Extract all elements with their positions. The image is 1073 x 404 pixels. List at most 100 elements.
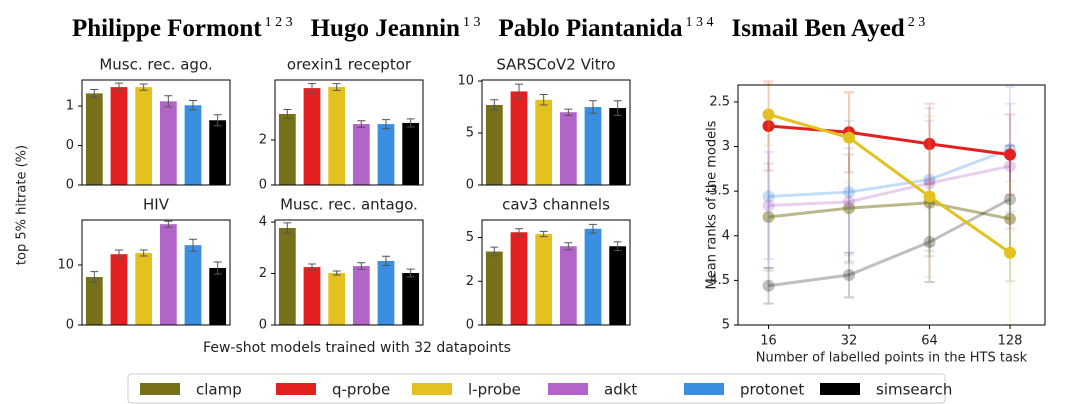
point xyxy=(1004,160,1017,173)
x-tick-label: 32 xyxy=(841,334,858,349)
panel-title: HIV xyxy=(143,196,170,214)
bar xyxy=(402,273,420,325)
point xyxy=(1004,193,1017,206)
y-tick-label: 5 xyxy=(466,126,474,141)
y-tick-label: 2.5 xyxy=(709,94,730,109)
y-tick-label: 10 xyxy=(457,74,474,89)
y-tick-label: 4.5 xyxy=(709,273,730,288)
error-bar xyxy=(515,83,523,100)
bar xyxy=(328,86,346,185)
error-bar xyxy=(564,108,573,116)
point xyxy=(843,186,856,199)
bar xyxy=(85,277,103,325)
y-tick-label: 0 xyxy=(66,138,74,153)
bar xyxy=(377,260,395,325)
error-bar xyxy=(539,94,548,106)
error-bar xyxy=(382,255,390,267)
series-line xyxy=(768,147,1011,199)
y-tick-label: 5 xyxy=(466,230,474,245)
bar xyxy=(559,112,577,185)
y-tick-label: 0 xyxy=(259,178,267,193)
error-bar xyxy=(115,249,123,259)
x-label: Few-shot models trained with 32 datapoin… xyxy=(203,340,511,356)
author-affiliations: 2 3 xyxy=(908,15,926,30)
error-bar xyxy=(844,119,855,265)
bar xyxy=(135,253,153,325)
legend-label: clamp xyxy=(196,381,242,399)
error-bar xyxy=(139,249,148,257)
y-tick-label: 5 xyxy=(722,318,730,333)
point xyxy=(923,177,936,190)
error-bar xyxy=(613,100,622,116)
bar xyxy=(377,124,395,185)
bar xyxy=(328,273,346,325)
axes-frame xyxy=(481,79,631,186)
y-tick-label: 0 xyxy=(66,318,74,333)
point xyxy=(923,190,936,203)
author-name: Hugo Jeannin xyxy=(311,15,460,42)
point xyxy=(843,269,856,282)
y-tick-label: 2 xyxy=(259,133,267,148)
point xyxy=(762,190,775,203)
point xyxy=(762,120,775,133)
x-tick-label: 128 xyxy=(998,334,1023,349)
bar xyxy=(485,104,503,185)
bar xyxy=(209,120,227,185)
series-line xyxy=(768,164,1011,207)
legend-label: simsearch xyxy=(876,381,952,399)
point xyxy=(843,195,856,208)
axes-frame xyxy=(481,219,631,326)
y-tick-label: 4 xyxy=(259,215,267,230)
error-bar xyxy=(589,100,597,114)
panel-title: Musc. rec. ago. xyxy=(99,56,212,74)
error-bar xyxy=(115,82,123,92)
error-bar xyxy=(589,223,597,234)
y-tick-label: 0 xyxy=(66,178,74,193)
point xyxy=(762,279,775,292)
error-bar xyxy=(924,107,935,252)
error-bar xyxy=(382,119,390,130)
error-bar xyxy=(844,251,855,299)
error-bar xyxy=(406,268,415,278)
error-bar xyxy=(490,246,499,257)
point xyxy=(1004,212,1017,225)
bar xyxy=(485,251,503,325)
bar xyxy=(110,87,128,185)
bar xyxy=(184,105,202,185)
bar xyxy=(584,107,602,185)
error-bar xyxy=(90,88,99,98)
point xyxy=(843,131,856,144)
point xyxy=(923,137,936,150)
bar xyxy=(535,234,553,325)
y-tick-label: 3 xyxy=(722,139,730,154)
error-bar xyxy=(763,150,774,260)
point xyxy=(923,173,936,186)
bar xyxy=(352,266,370,325)
y-axis-label: Mean ranks of the models xyxy=(705,120,720,289)
legend-swatch xyxy=(276,383,316,395)
author-name: Pablo Piantanida xyxy=(498,15,683,42)
bar xyxy=(209,268,227,325)
error-bar xyxy=(332,83,341,91)
bar xyxy=(159,224,177,325)
bar xyxy=(584,228,602,325)
authors: Philippe Formont 1 2 3 Hugo Jeannin 1 3 Pabl… xyxy=(72,15,925,42)
bar xyxy=(510,91,528,185)
y-tick-label: 10 xyxy=(57,258,74,273)
error-bar xyxy=(406,118,415,128)
error-bar xyxy=(308,263,316,271)
error-bar xyxy=(490,99,499,111)
y-tick-label: 2 xyxy=(259,266,267,281)
error-bar xyxy=(283,108,292,119)
legend-label: q-probe xyxy=(332,381,390,399)
series-line xyxy=(768,124,1011,157)
legend-swatch xyxy=(820,383,860,395)
bar xyxy=(278,113,296,185)
error-bar xyxy=(357,262,366,270)
author-affiliations: 1 3 xyxy=(463,15,481,30)
axes-frame xyxy=(81,219,231,326)
legend-swatch xyxy=(684,383,724,395)
series-line xyxy=(768,197,1011,288)
author-affiliations: 1 3 4 xyxy=(686,15,714,30)
error-bar xyxy=(308,83,316,94)
